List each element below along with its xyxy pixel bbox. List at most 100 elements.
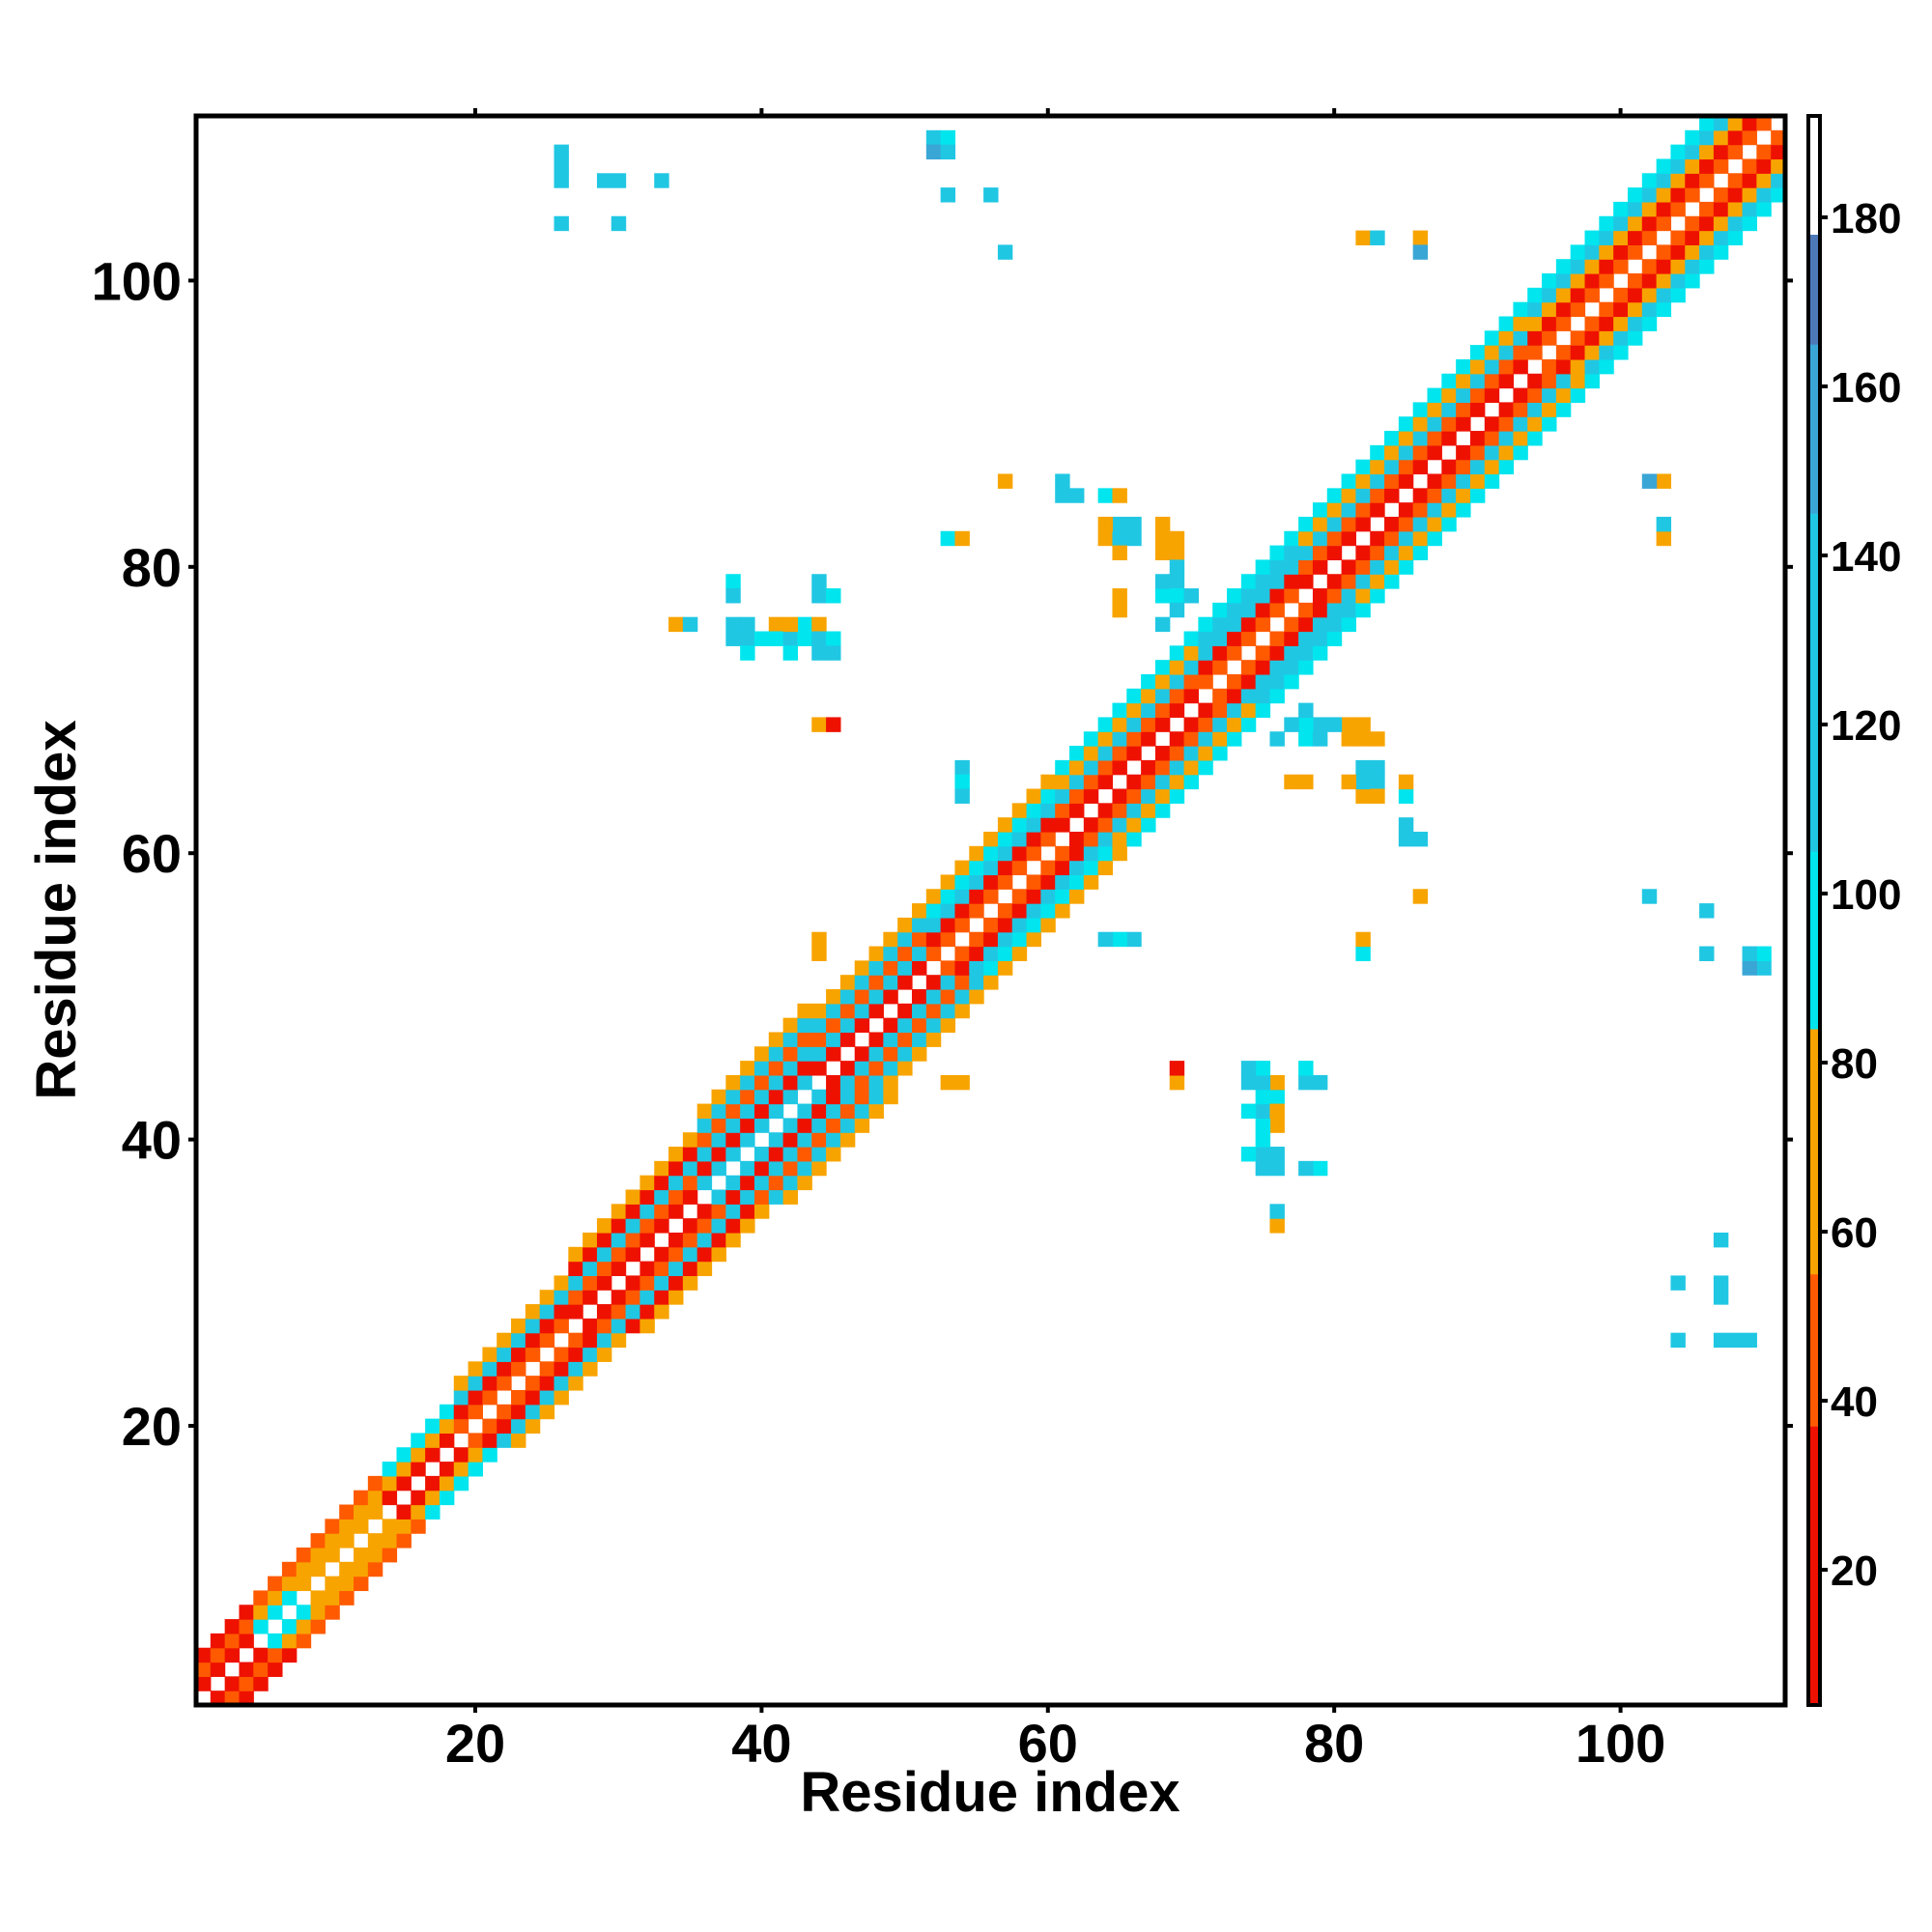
heatmap-cell: [482, 1433, 497, 1448]
heatmap-cell: [826, 1074, 841, 1091]
heatmap-cell: [1498, 345, 1515, 360]
heatmap-cell: [1513, 301, 1528, 318]
heatmap-cell: [554, 1304, 569, 1320]
y-tick-label: 100: [92, 250, 182, 311]
heatmap-cell: [1355, 788, 1371, 804]
heatmap-cell: [1670, 287, 1686, 303]
heatmap-cell: [1412, 459, 1429, 475]
heatmap-cell: [1055, 860, 1070, 876]
heatmap-cell: [1298, 660, 1314, 675]
colorbar-tick-label: 140: [1831, 533, 1901, 581]
heatmap-cell: [1083, 731, 1099, 747]
heatmap-cell: [1355, 574, 1371, 589]
heatmap-cell: [954, 1003, 970, 1019]
heatmap-cell: [797, 1147, 812, 1162]
heatmap-cell: [1656, 244, 1672, 260]
heatmap-cell: [1212, 746, 1228, 761]
heatmap-cell: [954, 989, 970, 1005]
heatmap-cell: [1699, 129, 1715, 146]
heatmap-cell: [253, 1662, 269, 1677]
heatmap-cell: [811, 1032, 827, 1047]
heatmap-cell: [925, 946, 942, 961]
heatmap-cell: [811, 717, 827, 732]
heatmap-cell: [883, 1046, 898, 1062]
heatmap-cell: [668, 1147, 684, 1162]
heatmap-cell: [1584, 259, 1600, 274]
heatmap-cell: [1240, 660, 1257, 675]
heatmap-cell: [940, 1017, 956, 1034]
heatmap-cell: [239, 1662, 254, 1677]
heatmap-cell: [1212, 602, 1228, 618]
heatmap-cell: [1284, 530, 1299, 547]
heatmap-cell: [468, 1447, 483, 1463]
heatmap-cell: [1169, 574, 1185, 589]
heatmap-cell: [1713, 1232, 1729, 1248]
heatmap-cell: [1384, 459, 1400, 475]
heatmap-cell: [868, 960, 884, 976]
heatmap-cell: [1326, 616, 1343, 633]
heatmap-cell: [382, 1533, 398, 1548]
heatmap-cell: [1627, 273, 1643, 289]
heatmap-cell: [1685, 187, 1700, 203]
heatmap-cell: [696, 1246, 713, 1263]
heatmap-cell: [1555, 345, 1572, 360]
heatmap-cell: [1441, 459, 1457, 475]
heatmap-cell: [1627, 330, 1643, 346]
heatmap-cell: [1198, 645, 1213, 661]
heatmap-cell: [639, 1304, 655, 1320]
heatmap-cell: [1370, 774, 1385, 790]
heatmap-cell: [940, 144, 956, 160]
heatmap-cell: [1570, 259, 1586, 274]
heatmap-cell: [1384, 545, 1400, 561]
heatmap-cell: [1469, 488, 1486, 503]
heatmap-cell: [468, 1376, 483, 1391]
heatmap-cell: [1097, 746, 1114, 761]
heatmap-cell: [210, 1662, 226, 1677]
heatmap-cell: [1527, 387, 1543, 403]
heatmap-cell: [925, 129, 942, 146]
heatmap-cell: [940, 889, 956, 904]
heatmap-cell: [883, 931, 898, 948]
heatmap-cell: [1627, 301, 1643, 318]
heatmap-cell: [1469, 444, 1486, 461]
heatmap-cell: [1456, 488, 1471, 503]
heatmap-cell: [1341, 488, 1357, 503]
colorbar-tick-label: 180: [1831, 195, 1901, 242]
heatmap-cell: [1570, 373, 1586, 389]
heatmap-cell: [1599, 259, 1614, 274]
heatmap-cell: [1641, 259, 1658, 274]
heatmap-cell: [1398, 502, 1414, 518]
heatmap-cell: [1040, 788, 1056, 804]
heatmap-cell: [1599, 316, 1614, 331]
heatmap-cell: [511, 1361, 526, 1377]
heatmap-cell: [682, 1218, 698, 1234]
heatmap-cell: [1069, 831, 1085, 847]
heatmap-cell: [954, 975, 970, 990]
heatmap-cell: [1498, 358, 1515, 375]
heatmap-cell: [782, 1189, 799, 1205]
heatmap-cell: [868, 1061, 884, 1076]
heatmap-cell: [453, 1447, 469, 1463]
heatmap-cell: [1326, 602, 1343, 618]
heatmap-cell: [839, 989, 856, 1005]
heatmap-cell: [625, 1246, 641, 1263]
heatmap-cell: [682, 1189, 698, 1205]
heatmap-cell: [497, 1404, 512, 1420]
heatmap-cell: [1298, 731, 1314, 747]
heatmap-cell: [1355, 731, 1371, 747]
heatmap-cell: [539, 1389, 555, 1406]
heatmap-cell: [1183, 588, 1199, 604]
heatmap-cell: [1040, 831, 1056, 847]
heatmap-cell: [925, 975, 942, 990]
heatmap-cell: [883, 1032, 898, 1047]
heatmap-cell: [1040, 803, 1056, 818]
heatmap-cell: [1613, 301, 1629, 318]
heatmap-cell: [554, 1318, 569, 1334]
heatmap-cell: [1713, 201, 1729, 217]
heatmap-cell: [411, 1504, 426, 1520]
heatmap-cell: [1469, 387, 1486, 403]
heatmap-cell: [1412, 444, 1429, 461]
heatmap-cell: [753, 1103, 770, 1119]
heatmap-cell: [1097, 931, 1114, 948]
